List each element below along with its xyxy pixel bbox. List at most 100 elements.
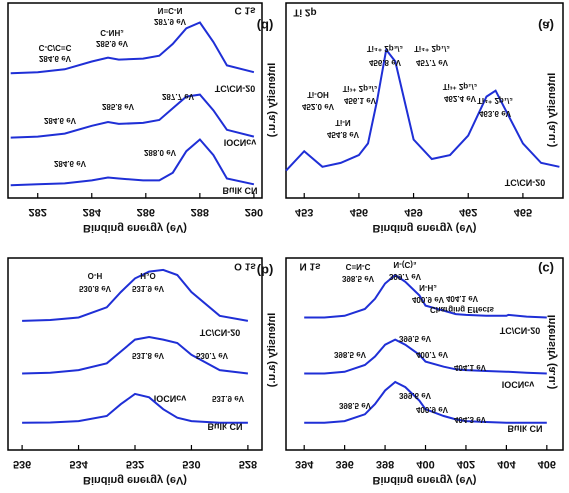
sample-label: Bulk CN [507,424,542,434]
spectrum-envelope [304,273,547,319]
peak-annotation: Ti-N [335,118,351,127]
peak-annotation: C-NH₂ [100,28,124,37]
panel-frame [7,2,263,199]
spectrum-envelope [304,338,547,375]
x-tick-label: 536 [13,458,31,470]
peak-annotation: O-H [88,271,103,280]
peak-annotation: 456.8 eV [369,58,402,67]
peak-annotation: N-(C)₃ [393,260,417,269]
spectrum-envelope [22,268,249,322]
peak-annotation: 454.8 eV [327,130,360,139]
panel-label: (b) [257,264,274,279]
x-tick-label: 462 [459,206,477,218]
peak-annotation: Charging Effects [430,305,495,314]
x-tick-label: 290 [245,206,263,218]
x-tick-label: 282 [29,206,47,218]
x-tick-label: 402 [457,458,475,470]
spectrum-envelope [22,392,248,424]
peak-annotation: 288.0 eV [144,148,177,157]
peak-annotation: Ti³⁺ 2p₃/₂ [343,84,378,93]
peak-annotation: 404.1 eV [446,294,479,303]
x-axis-label: Binding energy (eV) [83,222,187,234]
x-tick-label: 394 [295,458,314,470]
panel-title: Ti 2p [293,6,316,17]
peak-annotation: 287.7 eV [162,92,195,101]
peak-annotation: N=C-N [158,6,183,15]
peak-annotation: 285.9 eV [96,39,129,48]
sample-label: TC/CN-20 [215,84,256,94]
x-tick-label: 456 [350,206,368,218]
y-axis-label: Intensity (a.u.) [266,313,278,388]
peak-annotation: Ti³⁺ 2p₁/₂ [443,82,478,91]
x-tick-label: 534 [69,458,88,470]
sample-label: TC/CN-20 [500,326,541,336]
sample-label: TC/CN-20 [200,328,241,338]
peak-annotation: 400.7 eV [416,350,449,359]
sample-label: Bulk CN [207,422,242,432]
peak-annotation: 399.7 eV [389,272,422,281]
peak-annotation: 398.5 eV [339,401,372,410]
x-tick-label: 404 [497,458,516,470]
x-tick-label: 530 [182,458,200,470]
spectrum-envelope [10,93,255,139]
x-tick-label: 465 [514,206,532,218]
panel-label: (a) [538,19,554,34]
x-axis-label: Binding energy (eV) [373,474,477,486]
spectrum-envelope [22,335,249,375]
sample-label: IOCNcv [154,394,187,404]
peak-annotation: 284.6 eV [44,116,77,125]
spectrum-envelope [10,21,255,75]
peak-annotation: 399.5 eV [399,334,432,343]
panel-title: O 1s [234,260,256,271]
peak-annotation: 284.6 eV [54,159,87,168]
y-axis-label: Intensity (a.u.) [266,63,278,138]
x-axis-label: Binding energy (eV) [83,474,187,486]
peak-annotation: 462.4 eV [444,94,477,103]
sample-label: TC/CN-20 [505,178,546,188]
peak-annotation: 400.9 eV [412,295,445,304]
x-tick-label: 396 [335,458,353,470]
panel-frame [285,257,564,451]
x-axis-label: Binding energy (eV) [373,222,477,234]
panel-frame [285,2,564,199]
panel-label: (c) [538,262,554,277]
peak-annotation: 463.6 eV [479,109,512,118]
peak-annotation: C-C/C=C [39,43,72,52]
sample-label: Bulk CN [222,186,257,196]
spectrum-envelope [10,138,255,187]
peak-annotation: Ti-OH [307,90,329,99]
peak-annotation: 530.7 eV [196,351,229,360]
x-tick-label: 453 [295,206,313,218]
peak-annotation: 530.8 eV [79,284,112,293]
sample-label: IOCNcv [224,138,257,148]
panel-title: N 1s [299,260,321,271]
peak-annotation: Ti⁴⁺ 2p₃/₂ [367,44,404,53]
y-axis-label: Intensity (a.u.) [546,73,558,148]
x-tick-label: 398 [376,458,394,470]
peak-annotation: 457.7 eV [416,58,449,67]
panel-label: (d) [257,19,274,34]
peak-annotation: 404.1 eV [454,363,487,372]
peak-annotation: 404.3 eV [454,415,487,424]
x-tick-label: 284 [83,206,102,218]
peak-annotation: 531.8 eV [132,351,165,360]
peak-annotation: 456.1 eV [344,96,377,105]
peak-annotation: 399.6 eV [399,391,432,400]
peak-annotation: N-H₂ [419,283,437,292]
peak-annotation: 287.9 eV [154,17,187,26]
peak-annotation: 284.6 eV [39,54,72,63]
peak-annotation: 400.9 eV [416,405,449,414]
peak-annotation: 531.9 eV [212,394,245,403]
x-tick-label: 400 [416,458,434,470]
panel-title: C 1s [234,4,256,15]
x-tick-label: 459 [404,206,422,218]
x-tick-label: 528 [239,458,257,470]
peak-annotation: C=N-C [346,262,371,271]
peak-annotation: H₂O [140,271,156,280]
spectrum-envelope [285,47,560,172]
peak-annotation: 531.9 eV [132,284,165,293]
x-tick-label: 286 [137,206,155,218]
peak-annotation: Ti⁴⁺ 2p₁/₂ [414,44,450,53]
x-tick-label: 288 [191,206,209,218]
